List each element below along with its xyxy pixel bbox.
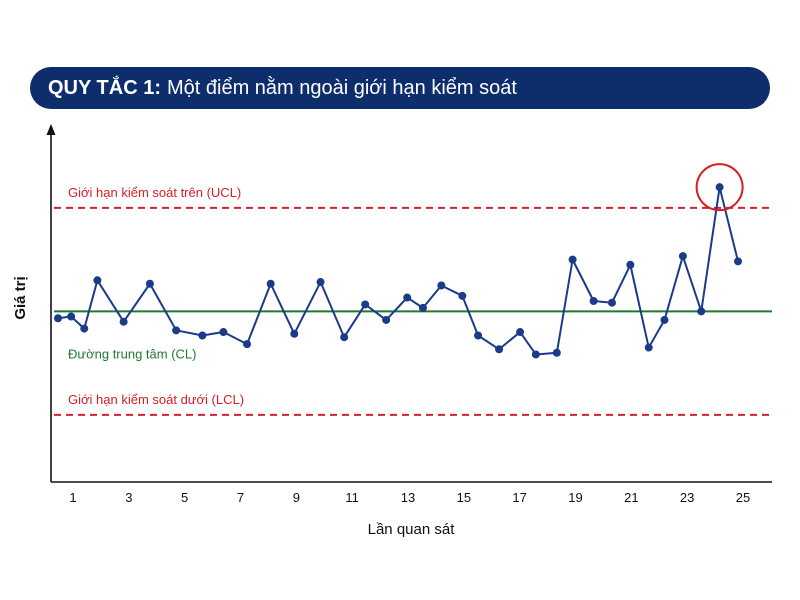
rule-number: QUY TẮC 1:: [48, 76, 161, 99]
rule-banner: QUY TẮC 1: Một điểm nằm ngoài giới hạn k…: [30, 67, 770, 109]
x-tick-label: 1: [69, 490, 76, 505]
y-axis-label: Giá trị: [12, 276, 29, 319]
x-tick-label: 25: [736, 490, 750, 505]
x-ticks: 1 3 5 7 9 11 13 15 17 19 21 23 25: [69, 490, 750, 505]
x-tick-label: 19: [568, 490, 582, 505]
data-point: [243, 340, 252, 349]
data-point: [589, 297, 598, 305]
data-point: [418, 303, 427, 312]
x-tick-label: 21: [624, 490, 638, 505]
data-point: [119, 317, 128, 326]
data-point: [290, 329, 299, 338]
x-tick-label: 11: [345, 490, 359, 505]
data-point: [607, 298, 616, 307]
control-lines: Giới hạn kiểm soát trên (UCL) Đường trung…: [54, 185, 772, 416]
data-point: [93, 276, 102, 285]
data-point: [80, 324, 89, 333]
data-point: [715, 183, 724, 192]
data-point: [552, 348, 561, 357]
x-tick-label: 7: [237, 490, 244, 505]
data-point: [568, 255, 577, 264]
data-point: [626, 260, 635, 269]
data-point: [340, 333, 349, 342]
data-point: [361, 300, 370, 309]
data-point: [734, 257, 742, 266]
lcl-label: Giới hạn kiểm soát dưới (LCL): [68, 392, 244, 407]
x-tick-label: 13: [401, 490, 415, 505]
data-point: [474, 331, 483, 340]
x-tick-label: 15: [457, 490, 471, 505]
data-point: [660, 315, 669, 324]
x-tick-label: 3: [125, 490, 132, 505]
rule-description: Một điểm nằm ngoài giới hạn kiểm soát: [166, 76, 517, 99]
data-point: [531, 350, 540, 359]
data-point: [678, 252, 687, 261]
series-line: [57, 186, 739, 356]
chart-axes: [46, 124, 772, 483]
x-tick-label: 17: [512, 490, 526, 505]
data-point: [403, 293, 412, 302]
data-point: [516, 328, 525, 337]
data-point: [219, 328, 228, 337]
x-tick-label: 9: [293, 490, 300, 505]
x-tick-label: 5: [181, 490, 188, 505]
data-point: [198, 331, 207, 340]
x-tick-label: 23: [680, 490, 694, 505]
out-of-control-highlight-circle: [695, 163, 744, 212]
data-point: [437, 281, 446, 290]
data-point: [54, 314, 62, 323]
data-point: [495, 345, 504, 354]
data-point: [145, 279, 154, 288]
ucl-label: Giới hạn kiểm soát trên (UCL): [68, 185, 241, 200]
x-axis-label: Lần quan sát: [368, 521, 456, 538]
data-point: [67, 312, 76, 321]
data-point: [266, 279, 275, 288]
data-point: [458, 291, 467, 300]
y-axis-arrow-icon: [46, 124, 56, 135]
cl-label: Đường trung tâm (CL): [68, 346, 197, 361]
data-point: [644, 343, 653, 352]
data-point: [316, 278, 325, 287]
data-point: [172, 326, 181, 335]
data-point: [697, 307, 706, 316]
data-point: [382, 315, 391, 324]
data-series: [54, 163, 744, 359]
